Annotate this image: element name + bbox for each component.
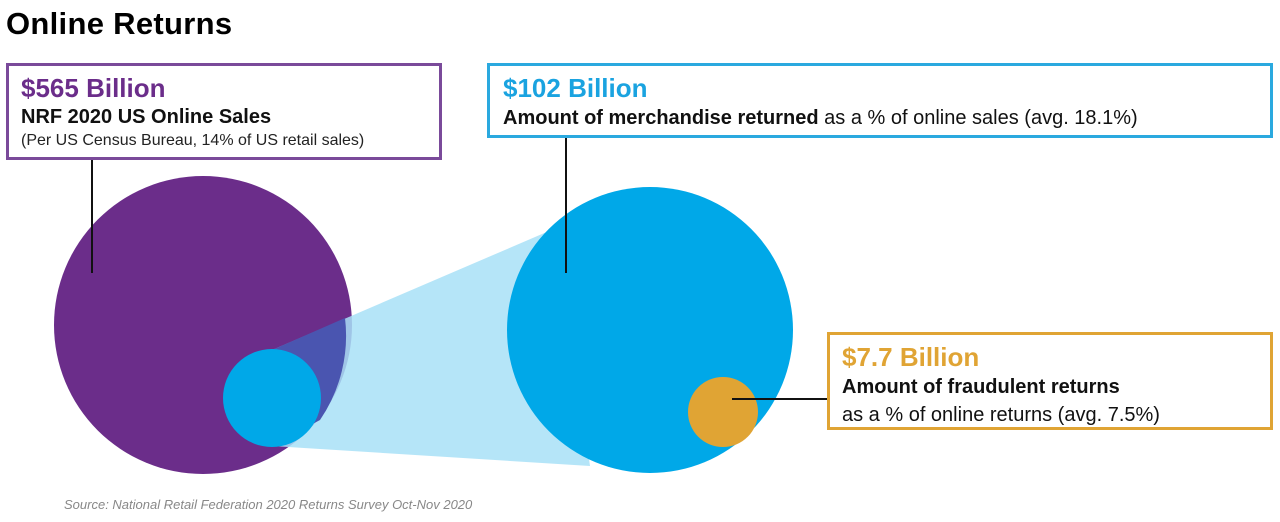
returns-label: Amount of merchandise returned as a % of…: [503, 104, 1270, 132]
returns-callout: $102 Billion Amount of merchandise retur…: [487, 63, 1273, 138]
online-sales-note: (Per US Census Bureau, 14% of US retail …: [21, 132, 365, 149]
zoom-funnel: [272, 228, 590, 466]
returns-label-rest: as a % of online sales (avg. 18.1%): [818, 107, 1138, 129]
online-sales-label: NRF 2020 US Online Sales: [21, 106, 272, 128]
online-sales-callout: $565 Billion NRF 2020 US Online Sales (P…: [6, 63, 442, 160]
fraud-circle: [688, 377, 758, 447]
fraud-label-bold: Amount of fraudulent returns: [842, 376, 1120, 398]
fraud-amount: $7.7 Billion: [842, 342, 980, 372]
returns-amount: $102 Billion: [503, 73, 648, 103]
fraud-label-rest: as a % of online returns (avg. 7.5%): [842, 404, 1160, 426]
returns-label-bold: Amount of merchandise returned: [503, 107, 819, 129]
returns-share-circle: [223, 349, 321, 447]
page-title: Online Returns: [6, 6, 233, 41]
online-sales-amount: $565 Billion: [21, 73, 166, 103]
source-note: Source: National Retail Federation 2020 …: [64, 497, 473, 512]
fraud-callout: $7.7 Billion Amount of fraudulent return…: [827, 332, 1273, 430]
